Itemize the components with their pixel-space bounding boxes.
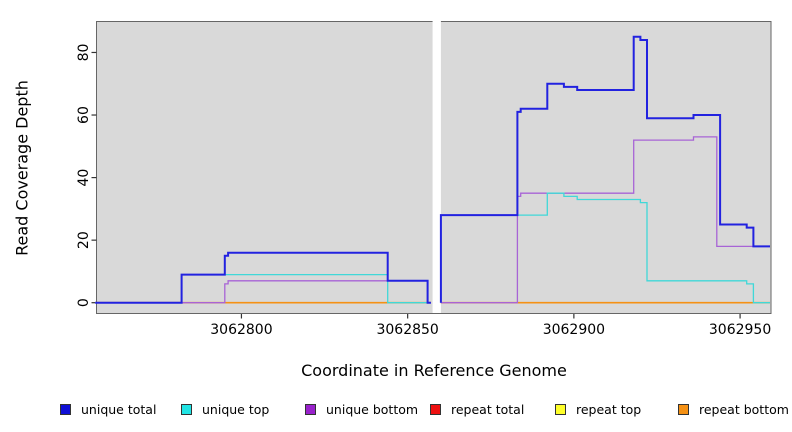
y-axis-tick-label: 0 <box>76 298 92 307</box>
y-axis-tick-label: 80 <box>76 44 92 62</box>
y-axis-tick-label: 40 <box>76 169 92 187</box>
x-axis-tick-label: 3062800 <box>210 322 272 338</box>
y-axis-tick-label: 60 <box>76 106 92 124</box>
y-axis-tick-label: 20 <box>76 231 92 249</box>
y-axis-title: Read Coverage Depth <box>12 80 32 256</box>
x-axis-tick-label: 3062850 <box>376 322 438 338</box>
x-axis-tick-label: 3062950 <box>709 322 771 338</box>
coverage-gap-band <box>432 20 441 314</box>
x-axis-title: Coordinate in Reference Genome <box>301 361 567 380</box>
series-line-unique-top <box>440 192 770 304</box>
x-axis-tick-label: 3062900 <box>543 322 605 338</box>
series-line-unique-total <box>439 35 770 303</box>
series-line-unique-total <box>95 251 431 304</box>
